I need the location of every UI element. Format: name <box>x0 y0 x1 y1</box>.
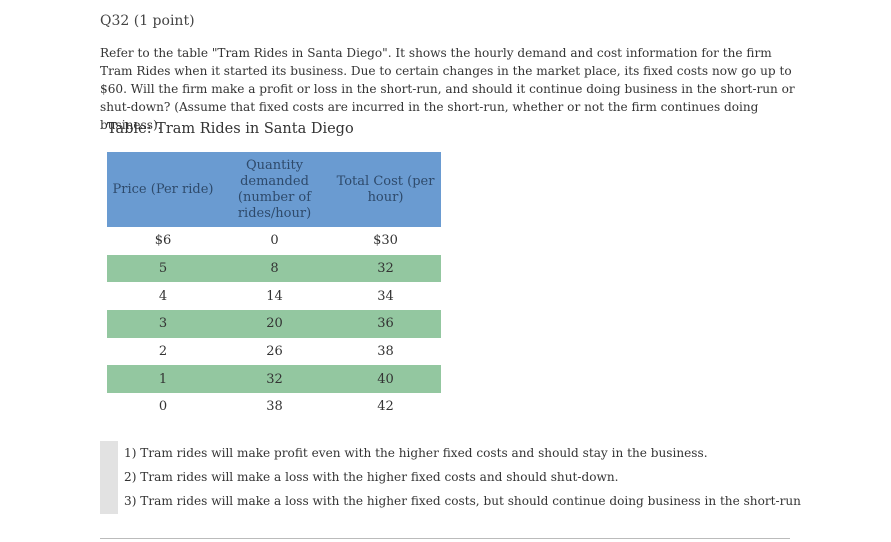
options-side-bar <box>100 441 118 514</box>
answer-option-1[interactable]: 1) Tram rides will make profit even with… <box>124 446 708 460</box>
tram-rides-table: Price (Per ride) Quantity demanded (numb… <box>107 152 441 421</box>
table-row: 5 8 32 <box>107 254 441 283</box>
bottom-divider <box>100 538 790 539</box>
cell-total-cost: 40 <box>330 365 441 394</box>
cell-quantity: 14 <box>266 288 283 304</box>
table-row: 3 20 36 <box>107 310 441 338</box>
cell-quantity: 38 <box>266 399 283 415</box>
table-row: 1 32 40 <box>107 365 441 394</box>
header-price: Price (Per ride) <box>107 152 219 227</box>
cell-quantity: 26 <box>266 344 283 360</box>
table-header-row: Price (Per ride) Quantity demanded (numb… <box>107 152 441 227</box>
table-caption: Table: Tram Rides in Santa Diego <box>107 121 354 137</box>
table-row: $6 0 $30 <box>107 227 441 255</box>
table-row: 0 38 42 <box>107 393 441 421</box>
cell-total-cost: $30 <box>373 233 398 249</box>
cell-total-cost: 38 <box>377 344 394 360</box>
cell-total-cost: 36 <box>330 310 441 338</box>
table-row: 4 14 34 <box>107 282 441 310</box>
header-total-cost: Total Cost (per hour) <box>330 152 441 227</box>
answer-option-3[interactable]: 3) Tram rides will make a loss with the … <box>124 494 801 508</box>
question-title: Q32 (1 point) <box>100 13 195 29</box>
cell-price: 1 <box>107 365 219 394</box>
cell-price: $6 <box>154 233 172 249</box>
cell-price: 3 <box>107 310 219 338</box>
cell-quantity: 8 <box>219 254 330 283</box>
table-row: 2 26 38 <box>107 338 441 366</box>
answer-option-2[interactable]: 2) Tram rides will make a loss with the … <box>124 470 619 484</box>
cell-total-cost: 42 <box>377 399 394 415</box>
cell-quantity: 20 <box>219 310 330 338</box>
cell-total-cost: 32 <box>330 254 441 283</box>
cell-quantity: 0 <box>270 233 279 249</box>
header-quantity: Quantity demanded (number of rides/hour) <box>219 152 330 227</box>
question-text: Refer to the table "Tram Rides in Santa … <box>100 46 795 132</box>
cell-quantity: 32 <box>219 365 330 394</box>
cell-price: 4 <box>158 288 168 304</box>
cell-price: 2 <box>158 344 168 360</box>
cell-total-cost: 34 <box>377 288 394 304</box>
cell-price: 0 <box>158 399 168 415</box>
cell-price: 5 <box>107 254 219 283</box>
